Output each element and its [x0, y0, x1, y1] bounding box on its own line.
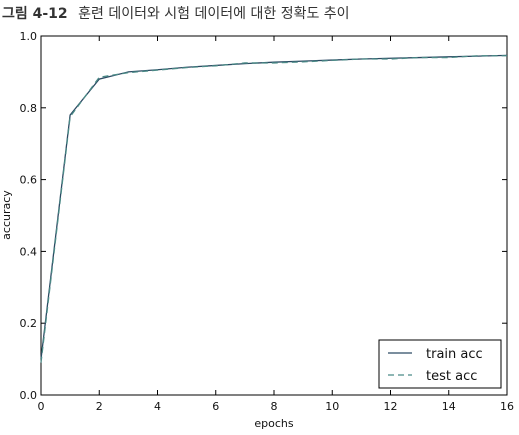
series-line-test-acc — [40, 55, 507, 363]
legend-box — [378, 339, 502, 389]
x-tick-label: 10 — [325, 400, 339, 413]
y-tick-label: 0.0 — [20, 389, 38, 402]
legend: train acc test acc — [378, 339, 502, 389]
x-tick-label: 4 — [154, 400, 161, 413]
series-lines — [40, 54, 508, 363]
y-axis-title: accuracy — [0, 190, 13, 240]
x-axis-title: epochs — [254, 417, 293, 430]
y-tick-label: 0.4 — [20, 245, 38, 258]
y-tick-label: 1.0 — [20, 30, 38, 43]
legend-label-train-acc: train acc — [426, 347, 483, 362]
y-tick-label: 0.2 — [20, 317, 38, 330]
x-tick-label: 0 — [38, 400, 45, 413]
x-tick-label: 6 — [212, 400, 219, 413]
figure-title: 훈련 데이터와 시험 데이터에 대한 정확도 추이 — [78, 6, 350, 22]
y-tick-label: 0.8 — [20, 102, 38, 115]
y-tick-label: 0.6 — [20, 174, 38, 187]
figure-number: 그림 4-12 — [2, 6, 68, 22]
x-tick-label: 8 — [271, 400, 278, 413]
series-line-train-acc — [40, 54, 508, 360]
x-tick-label: 12 — [384, 400, 398, 413]
x-tick-label: 16 — [500, 400, 514, 413]
x-tick-label: 2 — [96, 400, 103, 413]
legend-label-test-acc: test acc — [426, 369, 477, 384]
figure-caption: 그림 4-12 훈련 데이터와 시험 데이터에 대한 정확도 추이 — [2, 3, 350, 23]
x-tick-label: 14 — [442, 400, 456, 413]
ticks: 0 2 4 6 8 10 12 14 16 0.0 0.2 0.4 0.6 0.8 1.0 — [20, 30, 515, 413]
